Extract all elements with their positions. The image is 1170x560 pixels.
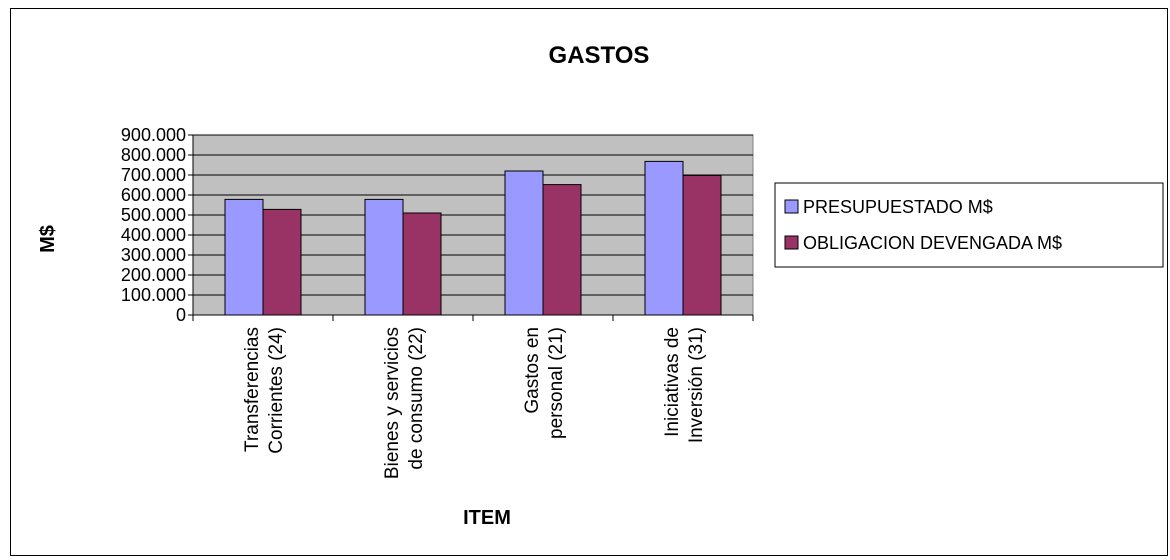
y-axis-label: M$ — [37, 225, 59, 253]
legend-label: PRESUPUESTADO M$ — [803, 197, 993, 217]
x-tick-label-line: Iniciativas de — [662, 327, 683, 437]
x-axis-label: ITEM — [463, 507, 511, 529]
x-tick-label-line: Bienes y servicios — [382, 327, 403, 479]
x-tick-label: Iniciativas de Inversión (31) — [662, 327, 707, 443]
legend-swatch — [784, 199, 799, 214]
legend: PRESUPUESTADO M$ OBLIGACION DEVENGADA M$ — [774, 182, 1164, 268]
x-tick-label-line: Inversión (31) — [686, 327, 707, 443]
x-tick-label-line: Corrientes (24) — [266, 327, 287, 454]
y-tick-label: 400.000 — [121, 225, 186, 245]
y-tick-label: 600.000 — [121, 185, 186, 205]
bar — [542, 184, 582, 316]
bar — [682, 174, 722, 316]
x-tick-label-line: Transferencias — [242, 327, 263, 452]
legend-box — [774, 182, 1164, 268]
x-tick-label: Gastos en personal (21) — [522, 327, 567, 439]
x-tick-label-line: de consumo (22) — [406, 327, 427, 470]
bar — [644, 160, 684, 316]
bar-chart: GASTOS M$ ITEM 0100.000200.000300.000400… — [37, 42, 1164, 529]
x-tick-label-line: Gastos en — [522, 327, 543, 414]
x-tick-label: Bienes y servicios de consumo (22) — [382, 327, 427, 479]
chart-title: GASTOS — [549, 42, 650, 69]
plot-area: 0100.000200.000300.000400.000500.000600.… — [121, 125, 754, 479]
y-tick-label: 900.000 — [121, 125, 186, 145]
y-tick-label: 300.000 — [121, 245, 186, 265]
legend-label: OBLIGACION DEVENGADA M$ — [803, 233, 1062, 253]
legend-swatch — [784, 235, 799, 250]
y-tick-label: 700.000 — [121, 165, 186, 185]
y-tick-label: 0 — [176, 305, 186, 325]
x-tick-label-line: personal (21) — [546, 327, 567, 439]
y-tick-label: 200.000 — [121, 265, 186, 285]
y-tick-label: 100.000 — [121, 285, 186, 305]
bar — [504, 170, 544, 316]
bar — [262, 208, 302, 316]
y-tick-label: 800.000 — [121, 145, 186, 165]
bar — [224, 198, 264, 316]
x-tick-label: Transferencias Corrientes (24) — [242, 327, 287, 454]
bar — [402, 212, 442, 316]
bar — [364, 198, 404, 316]
y-tick-label: 500.000 — [121, 205, 186, 225]
chart-frame: GASTOS M$ ITEM 0 100.000 200.000 300.000 400… — [10, 8, 1168, 556]
